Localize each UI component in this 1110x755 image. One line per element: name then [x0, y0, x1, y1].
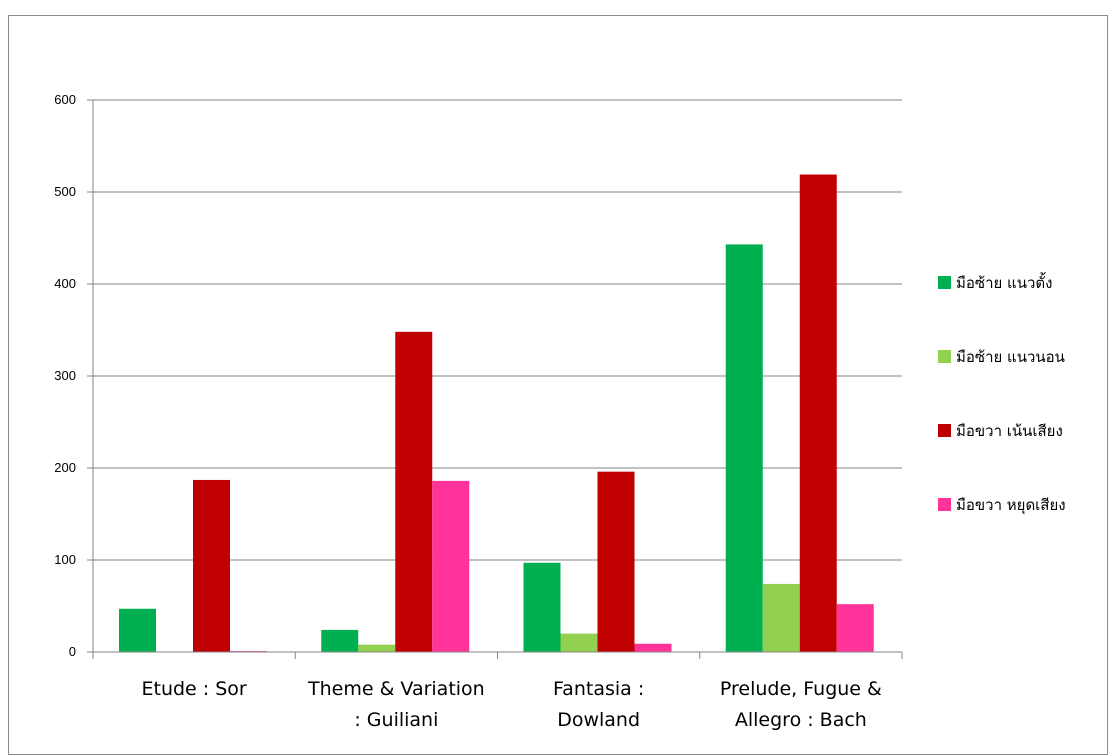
- x-tick-label: Fantasia :: [553, 678, 644, 700]
- bar-4-4: [836, 604, 874, 652]
- legend-swatch-1: [938, 276, 951, 289]
- y-tick-label: 500: [54, 184, 76, 199]
- bar-1-4: [725, 244, 763, 652]
- bar-3-2: [395, 331, 433, 652]
- bar-4-3: [634, 643, 672, 652]
- y-tick-label: 400: [54, 276, 76, 291]
- legend-label-3: มือขวา เน้นเสียง: [956, 422, 1063, 440]
- bar-3-4: [799, 174, 837, 652]
- x-tick-label: Theme & Variation: [307, 678, 485, 700]
- legend-label-2: มือซ้าย แนวนอน: [956, 348, 1065, 366]
- bar-1-2: [321, 629, 359, 652]
- legend-label-1: มือซ้าย แนวตั้ง: [956, 272, 1052, 292]
- x-tick-label: Dowland: [557, 709, 640, 731]
- y-tick-label: 100: [54, 552, 76, 567]
- bar-1-3: [523, 562, 561, 652]
- bar-1-1: [119, 608, 156, 652]
- y-tick-label: 300: [54, 368, 76, 383]
- bar-chart: 0 100 200 300 400 500 600 Etude : Sor Theme & Va…: [54, 92, 1066, 731]
- bar-3-1: [193, 479, 230, 652]
- bar-2-2: [358, 644, 396, 652]
- y-tick-label: 600: [54, 92, 76, 107]
- bar-2-4: [762, 583, 800, 652]
- legend-swatch-3: [938, 424, 951, 437]
- y-tick-label: 200: [54, 460, 76, 475]
- y-tick-label: 0: [69, 644, 76, 659]
- x-tick-label: : Guiliani: [354, 709, 438, 731]
- x-tick-label: Etude : Sor: [142, 678, 247, 700]
- legend-swatch-4: [938, 498, 951, 511]
- bar-4-2: [432, 480, 470, 652]
- legend-label-4: มือขวา หยุดเสียง: [956, 496, 1066, 515]
- bar-2-3: [560, 633, 598, 652]
- legend-swatch-2: [938, 350, 951, 363]
- bar-3-3: [597, 471, 635, 652]
- x-tick-label: Prelude, Fugue &: [720, 678, 882, 700]
- x-tick-label: Allegro : Bach: [735, 709, 867, 731]
